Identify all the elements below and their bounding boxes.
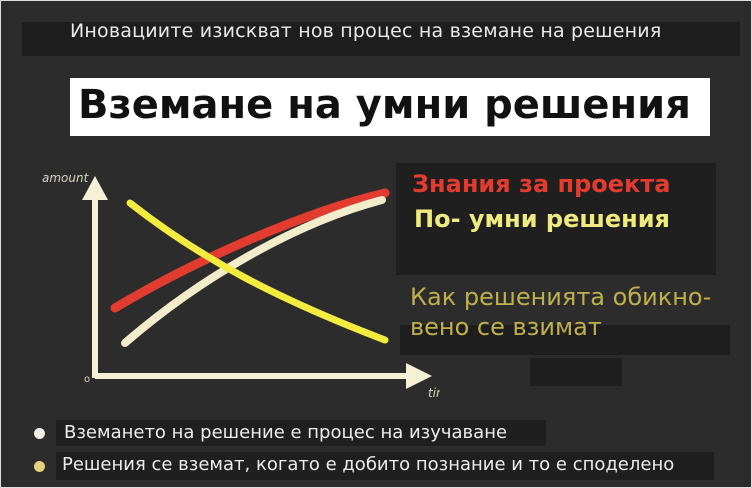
chart-graphic: amount time o (42, 171, 440, 398)
bullet-dot-2 (34, 461, 45, 472)
x-axis-arrow (406, 363, 432, 389)
legend-khaki-label: Как решенията обикно- вено се взимат (410, 282, 711, 342)
bullet-text-1: Вземането на решение е процес на изучава… (64, 422, 508, 443)
legend-red-label: Знания за проекта (412, 170, 671, 198)
title-box (70, 78, 710, 136)
series-cream-line (121, 196, 386, 347)
bullet-bar-1 (56, 420, 546, 446)
y-axis-arrow (82, 176, 108, 200)
bullet-text-2: Решения се вземат, когато е добито позна… (62, 454, 675, 475)
origin-label: o (84, 374, 90, 385)
slide-title: Вземане на умни решения (78, 82, 691, 128)
legend-box (396, 163, 716, 275)
bullet-bar-2 (56, 452, 714, 480)
series-red-line (110, 188, 390, 313)
legend-khaki-background (400, 325, 730, 355)
small-dark-box (530, 358, 622, 386)
legend-khaki-line1: Как решенията обикно- (410, 283, 712, 311)
header-text: Иновациите изискват нов процес на вземан… (70, 20, 662, 42)
legend-khaki-line2: вено се взимат (410, 313, 602, 341)
bullet-dot-1 (34, 428, 45, 439)
x-axis-label: time (428, 386, 440, 398)
header-bar (22, 22, 740, 56)
series-yellow-line (126, 199, 389, 344)
legend-cream-label: По- умни решения (414, 205, 670, 233)
y-axis-label: amount (42, 171, 90, 185)
